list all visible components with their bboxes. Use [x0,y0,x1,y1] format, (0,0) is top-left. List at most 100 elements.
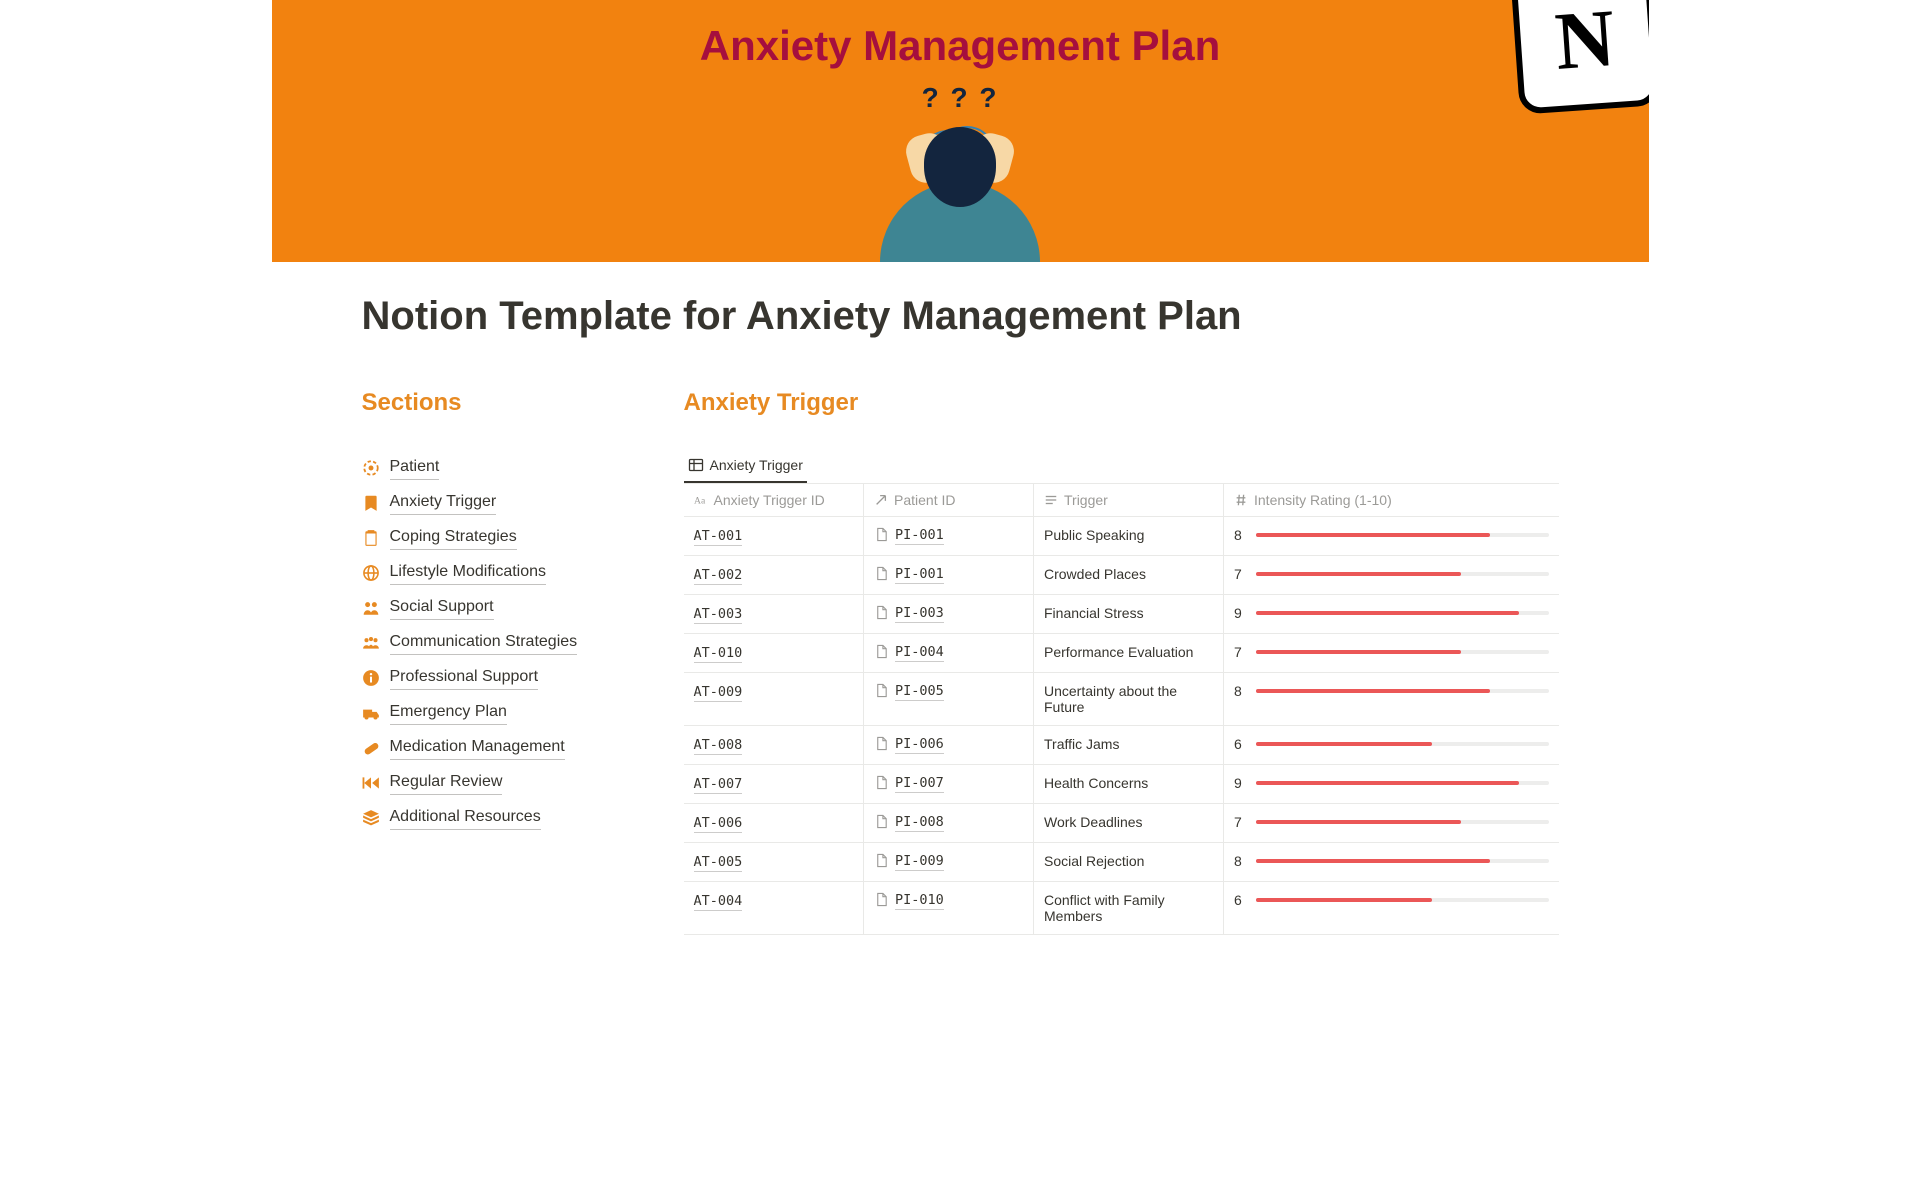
sidebar-item-emergency-plan[interactable]: Emergency Plan [362,696,668,731]
cell-intensity[interactable]: 6 [1224,882,1559,935]
sidebar-item-lifestyle-modifications[interactable]: Lifestyle Modifications [362,556,668,591]
table-row[interactable]: AT-005PI-009Social Rejection 8 [684,843,1559,882]
table-row[interactable]: AT-004PI-010Conflict with Family Members… [684,882,1559,935]
cell-intensity[interactable]: 9 [1224,595,1559,634]
cell-intensity[interactable]: 6 [1224,726,1559,765]
cell-pid[interactable]: PI-005 [864,673,1034,726]
cell-atid[interactable]: AT-004 [684,882,864,935]
app-window: Anxiety Management Plan ? ? ? N Notion T… [272,0,1649,985]
sidebar-item-additional-resources[interactable]: Additional Resources [362,801,668,836]
intensity-value: 6 [1234,736,1246,752]
sidebar-item-patient[interactable]: Patient [362,451,668,486]
cell-atid[interactable]: AT-002 [684,556,864,595]
cell-pid[interactable]: PI-009 [864,843,1034,882]
intensity-value: 8 [1234,527,1246,543]
two-column-layout: Sections PatientAnxiety TriggerCoping St… [362,389,1559,935]
table-row[interactable]: AT-009PI-005Uncertainty about the Future… [684,673,1559,726]
cell-trigger[interactable]: Crowded Places [1034,556,1224,595]
tab-label: Anxiety Trigger [710,457,803,473]
cell-trigger[interactable]: Traffic Jams [1034,726,1224,765]
cell-intensity[interactable]: 7 [1224,634,1559,673]
table-row[interactable]: AT-010PI-004Performance Evaluation7 [684,634,1559,673]
intensity-value: 7 [1234,566,1246,582]
sidebar-item-social-support[interactable]: Social Support [362,591,668,626]
intensity-bar [1256,689,1549,693]
sidebar-item-communication-strategies[interactable]: Communication Strategies [362,626,668,661]
col-header-intensity[interactable]: Intensity Rating (1-10) [1224,484,1559,517]
table-row[interactable]: AT-003PI-003Financial Stress 9 [684,595,1559,634]
cell-trigger[interactable]: Financial Stress [1034,595,1224,634]
cell-atid[interactable]: AT-005 [684,843,864,882]
intensity-bar [1256,898,1549,902]
col-header-pid[interactable]: Patient ID [864,484,1034,517]
sidebar-item-regular-review[interactable]: Regular Review [362,766,668,801]
cell-atid[interactable]: AT-006 [684,804,864,843]
main-content: Anxiety Trigger Anxiety Trigger [684,389,1559,935]
intensity-value: 8 [1234,683,1246,699]
page-icon [874,814,889,832]
tab-anxiety-trigger[interactable]: Anxiety Trigger [684,451,807,483]
cell-atid[interactable]: AT-007 [684,765,864,804]
page-icon [874,605,889,623]
page-body: Notion Template for Anxiety Management P… [272,262,1649,985]
cell-atid[interactable]: AT-008 [684,726,864,765]
intensity-value: 7 [1234,814,1246,830]
cell-pid[interactable]: PI-010 [864,882,1034,935]
cell-intensity[interactable]: 7 [1224,804,1559,843]
sidebar-item-anxiety-trigger[interactable]: Anxiety Trigger [362,486,668,521]
intensity-bar [1256,859,1549,863]
table-row[interactable]: AT-006PI-008Work Deadlines 7 [684,804,1559,843]
sidebar-item-label: Regular Review [390,770,503,795]
cell-pid[interactable]: PI-008 [864,804,1034,843]
layers-icon [362,809,380,827]
cell-atid[interactable]: AT-003 [684,595,864,634]
cell-intensity[interactable]: 8 [1224,843,1559,882]
cell-pid[interactable]: PI-001 [864,556,1034,595]
page-icon [874,566,889,584]
cell-pid[interactable]: PI-006 [864,726,1034,765]
page-title: Notion Template for Anxiety Management P… [362,294,1559,339]
table-row[interactable]: AT-007PI-007Health Concerns9 [684,765,1559,804]
cell-trigger[interactable]: Work Deadlines [1034,804,1224,843]
intensity-value: 8 [1234,853,1246,869]
intensity-bar [1256,820,1549,824]
cell-trigger[interactable]: Uncertainty about the Future [1034,673,1224,726]
cell-trigger[interactable]: Health Concerns [1034,765,1224,804]
cell-pid[interactable]: PI-003 [864,595,1034,634]
cell-intensity[interactable]: 8 [1224,517,1559,556]
page-icon [874,775,889,793]
cell-trigger[interactable]: Conflict with Family Members [1034,882,1224,935]
cell-trigger[interactable]: Public Speaking [1034,517,1224,556]
sidebar-item-professional-support[interactable]: Professional Support [362,661,668,696]
question-marks-icon: ? ? ? [922,82,999,114]
cell-pid[interactable]: PI-007 [864,765,1034,804]
col-header-trigger[interactable]: Trigger [1034,484,1224,517]
cell-intensity[interactable]: 9 [1224,765,1559,804]
cell-intensity[interactable]: 7 [1224,556,1559,595]
sidebar-item-label: Lifestyle Modifications [390,560,547,585]
cell-pid[interactable]: PI-004 [864,634,1034,673]
cell-atid[interactable]: AT-009 [684,673,864,726]
col-header-atid[interactable]: Aa Anxiety Trigger ID [684,484,864,517]
globe-icon [362,564,380,582]
intensity-bar [1256,742,1549,746]
intensity-bar [1256,611,1549,615]
sidebar-item-medication-management[interactable]: Medication Management [362,731,668,766]
number-prop-icon [1234,493,1248,507]
anxiety-trigger-table: Aa Anxiety Trigger ID [684,484,1559,935]
cell-atid[interactable]: AT-010 [684,634,864,673]
page-icon [874,853,889,871]
sidebar: Sections PatientAnxiety TriggerCoping St… [362,389,668,935]
sidebar-item-coping-strategies[interactable]: Coping Strategies [362,521,668,556]
cell-trigger[interactable]: Social Rejection [1034,843,1224,882]
cell-intensity[interactable]: 8 [1224,673,1559,726]
cell-pid[interactable]: PI-001 [864,517,1034,556]
cell-atid[interactable]: AT-001 [684,517,864,556]
cell-trigger[interactable]: Performance Evaluation [1034,634,1224,673]
intensity-value: 9 [1234,605,1246,621]
page-icon [874,644,889,662]
table-row[interactable]: AT-008PI-006Traffic Jams 6 [684,726,1559,765]
sidebar-item-label: Patient [390,455,440,480]
table-row[interactable]: AT-001PI-001Public Speaking 8 [684,517,1559,556]
table-row[interactable]: AT-002PI-001Crowded Places 7 [684,556,1559,595]
